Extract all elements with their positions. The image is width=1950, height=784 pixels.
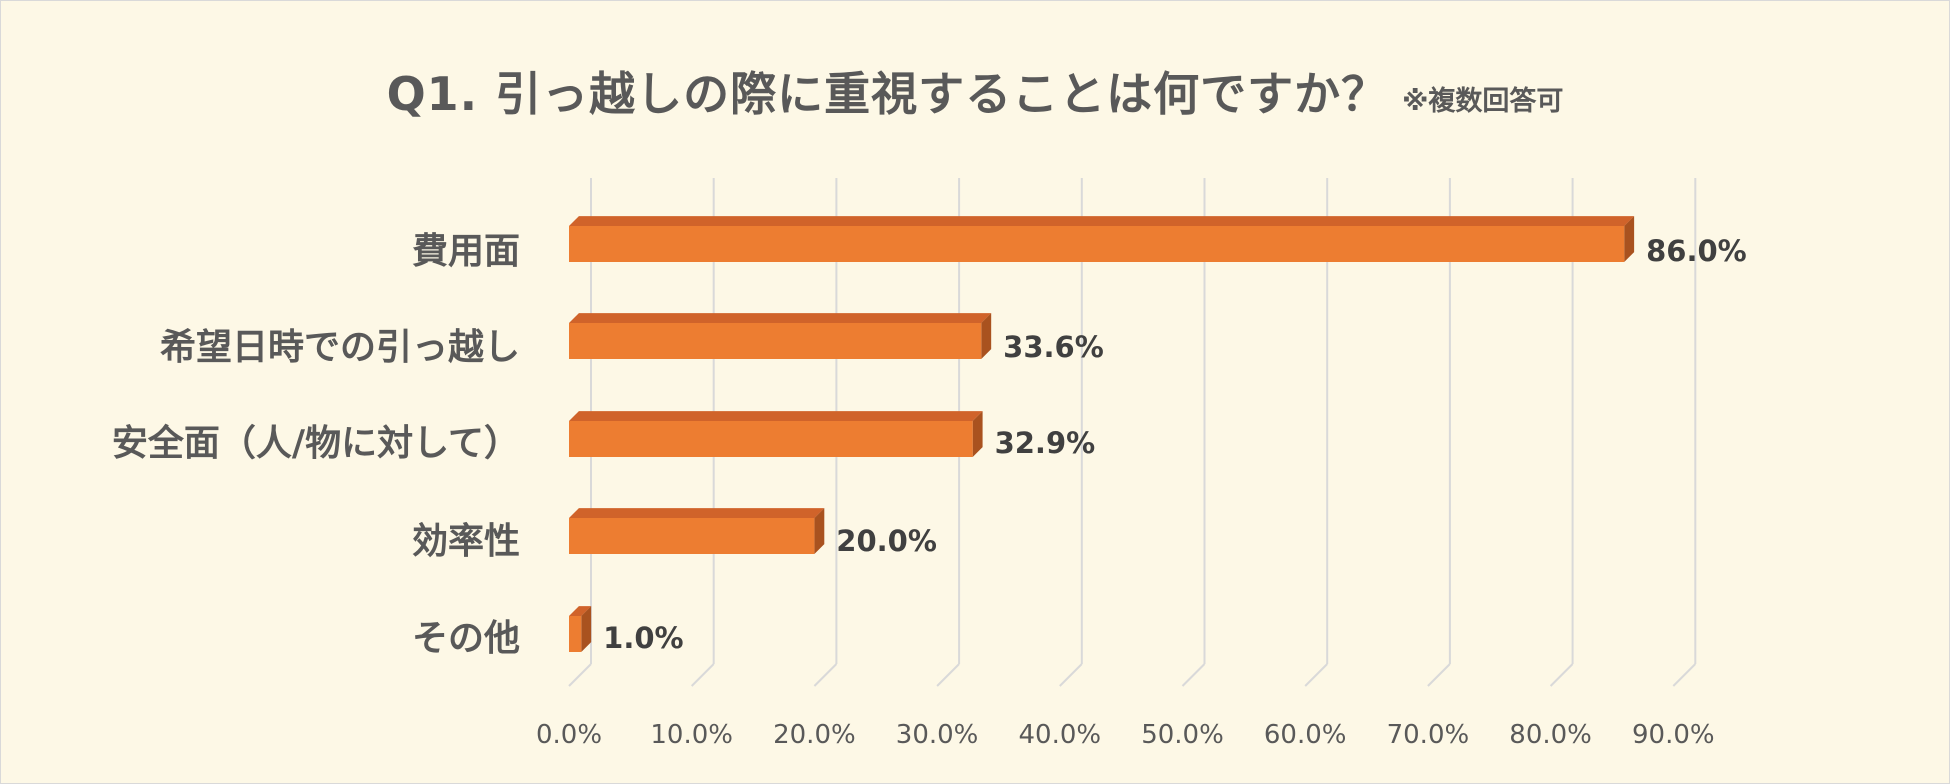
x-tick-label: 0.0% (536, 720, 602, 750)
bar-top (569, 411, 983, 421)
bar-side (814, 508, 825, 554)
floor-gridline (1427, 663, 1451, 687)
floor-gridline (813, 663, 838, 687)
data-label: 20.0% (836, 524, 937, 558)
floor-gridline (1672, 663, 1697, 687)
floor-gridline (936, 663, 960, 687)
category-label: 安全面（人/物に対して） (112, 422, 520, 464)
data-label: 33.6% (1003, 330, 1104, 364)
data-label: 86.0% (1646, 234, 1747, 268)
chart-title: Q1. 引っ越しの際に重視することは何ですか？ ※複数回答可 (0, 58, 1950, 124)
data-label: 32.9% (995, 426, 1096, 460)
bar-top (569, 606, 592, 616)
bar-top (569, 313, 992, 323)
floor-gridline (1059, 663, 1083, 687)
category-label: 費用面 (412, 231, 520, 272)
bar-side (1624, 216, 1635, 262)
x-tick-label: 60.0% (1264, 720, 1347, 750)
bar (569, 226, 1625, 262)
bar (569, 616, 582, 652)
data-label: 1.0% (603, 621, 683, 655)
x-tick-label: 80.0% (1509, 720, 1592, 750)
x-tick-label: 20.0% (773, 720, 856, 750)
x-tick-label: 30.0% (896, 720, 979, 750)
x-tick-label: 40.0% (1018, 720, 1101, 750)
category-label: 希望日時での引っ越し (160, 327, 520, 368)
floor-gridline (1304, 663, 1328, 687)
bar (569, 518, 815, 554)
bar (569, 323, 982, 359)
bar-top (569, 216, 1635, 226)
bar-top (569, 508, 825, 518)
x-tick-label: 50.0% (1141, 720, 1224, 750)
x-tick-label: 70.0% (1387, 720, 1470, 750)
category-label: その他 (412, 618, 520, 659)
title-main: Q1. 引っ越しの際に重視することは何ですか？ (386, 67, 1389, 121)
bar-side (581, 606, 592, 652)
bar (569, 421, 973, 457)
floor-gridline (1181, 663, 1206, 687)
title-note: ※複数回答可 (1402, 86, 1564, 117)
x-tick-label: 10.0% (650, 720, 733, 750)
x-tick-label: 90.0% (1632, 720, 1715, 750)
category-label: 効率性 (412, 521, 520, 562)
bar-side (972, 411, 983, 457)
floor-gridline (690, 663, 715, 687)
floor-gridline (568, 663, 592, 687)
bar-side (981, 313, 992, 359)
floor-gridline (1549, 663, 1574, 687)
